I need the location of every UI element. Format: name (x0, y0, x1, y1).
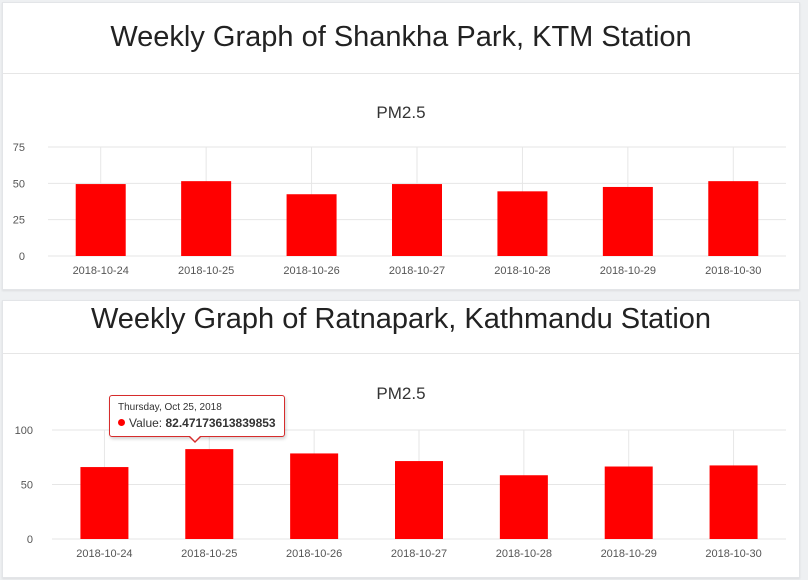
series-dot-icon (118, 419, 125, 426)
bar-2018-10-28 (499, 475, 548, 539)
x-tick-label: 2018-10-27 (389, 265, 445, 277)
x-tick-label: 2018-10-29 (601, 548, 657, 560)
x-tick-label: 2018-10-28 (494, 265, 550, 277)
x-tick-label: 2018-10-30 (705, 548, 761, 560)
x-tick-label: 2018-10-25 (181, 548, 237, 560)
y-tick-label: 25 (13, 215, 25, 227)
chart-panel-ratnapark: Weekly Graph of Ratnapark, Kathmandu Sta… (2, 300, 800, 578)
bar-2018-10-25 (185, 449, 234, 539)
bar-tooltip: Thursday, Oct 25, 2018 Value: 82.4717361… (109, 395, 285, 443)
bar-2018-10-24 (80, 467, 129, 539)
x-tick-label: 2018-10-25 (178, 265, 234, 277)
tooltip-date: Thursday, Oct 25, 2018 (118, 402, 222, 413)
x-tick-label: 2018-10-26 (283, 265, 339, 277)
x-tick-label: 2018-10-28 (496, 548, 552, 560)
tooltip-label: Value: (129, 416, 163, 430)
bar-2018-10-24 (75, 184, 126, 256)
bar-2018-10-27 (392, 184, 442, 256)
panel-title: Weekly Graph of Ratnapark, Kathmandu Sta… (3, 301, 799, 354)
y-tick-label: 0 (27, 534, 33, 546)
bar-2018-10-25 (181, 181, 232, 256)
x-tick-label: 2018-10-27 (391, 548, 447, 560)
bar-2018-10-28 (497, 191, 548, 256)
y-tick-label: 50 (21, 480, 33, 492)
x-tick-label: 2018-10-24 (73, 265, 129, 277)
chart-title: PM2.5 (376, 103, 425, 122)
bar-2018-10-29 (604, 466, 653, 539)
bar-2018-10-27 (395, 461, 443, 539)
x-tick-label: 2018-10-30 (705, 265, 761, 277)
x-tick-label: 2018-10-26 (286, 548, 342, 560)
y-tick-label: 0 (19, 251, 25, 263)
chart-panel-shankha-park: Weekly Graph of Shankha Park, KTM Statio… (2, 2, 800, 290)
chart-title: PM2.5 (376, 384, 425, 403)
bar-2018-10-29 (602, 186, 653, 256)
tooltip-value: 82.47173613839853 (165, 416, 276, 430)
tooltip-arrow-fill (189, 435, 201, 441)
x-tick-label: 2018-10-24 (76, 548, 132, 560)
tooltip-value-row: Value: 82.47173613839853 (118, 416, 276, 430)
y-tick-label: 75 (13, 142, 25, 154)
bar-2018-10-26 (286, 194, 337, 256)
pm25-bar-chart: PM2.5 0 50 100 2018-10-24 2018-10-25 2018-10-2… (15, 384, 786, 560)
bar-2018-10-26 (290, 453, 339, 539)
panel-title: Weekly Graph of Shankha Park, KTM Statio… (3, 3, 799, 74)
y-tick-label: 100 (15, 425, 33, 437)
x-tick-label: 2018-10-29 (600, 265, 656, 277)
y-tick-label: 50 (13, 178, 25, 190)
bar-2018-10-30 (709, 465, 758, 539)
bar-2018-10-30 (708, 181, 759, 256)
pm25-bar-chart: PM2.5 0 25 50 75 2018-10-24 2018-10-25 2018-10-… (13, 103, 786, 277)
